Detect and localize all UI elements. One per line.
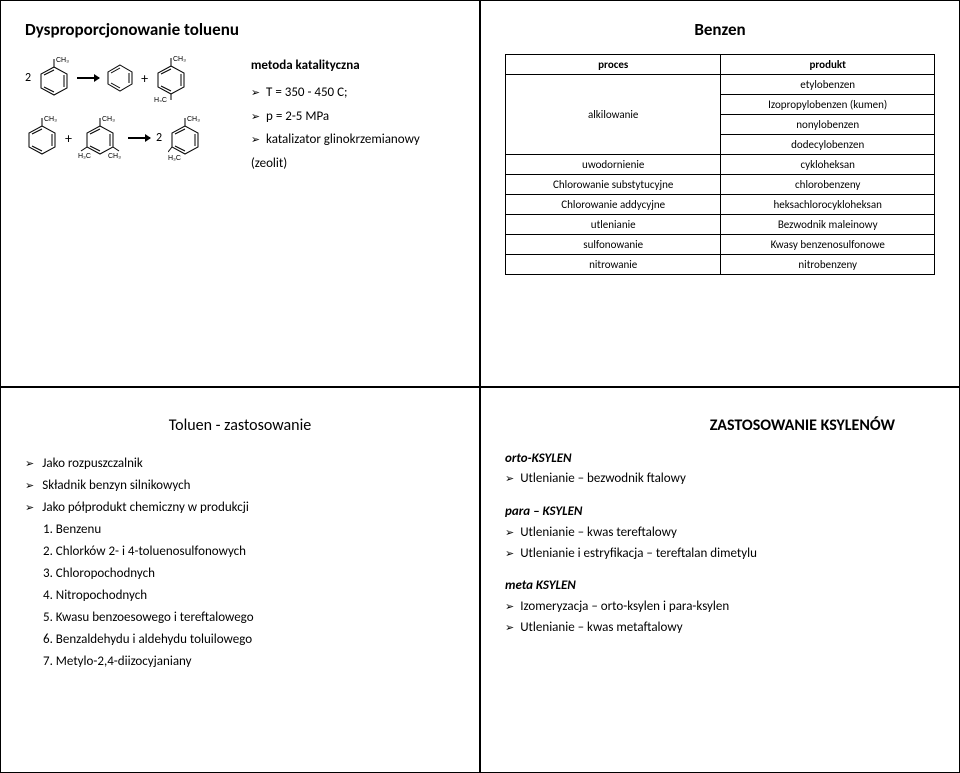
slide-benzene: Benzen proces produkt alkilowanie etylob… [480, 0, 960, 387]
trimethylbenzene-structure: CH₃ H₃C CH₃ [78, 114, 122, 162]
cell-product: Izopropylobenzen (kumen) [721, 95, 935, 115]
cell-process: alkilowanie [506, 75, 721, 155]
slide1-title: Dysproporcjonowanie toluenu [25, 19, 455, 40]
svg-text:CH₃: CH₃ [173, 56, 186, 63]
xylene-structure-2: CH₃ H₃C [168, 114, 202, 162]
table-header-row: proces produkt [506, 55, 935, 75]
list-item: Utlenianie – bezwodnik ftalowy [505, 469, 935, 490]
col-product: produkt [721, 55, 935, 75]
slide-toluene-uses: Toluen - zastosowanie Jako rozpuszczalni… [0, 387, 480, 773]
list-item: 3. Chloropochodnych [43, 563, 455, 585]
plus-sign-2: + [65, 130, 72, 147]
col-process: proces [506, 55, 721, 75]
list-item: 7. Metylo-2,4-diizocyjaniany [43, 651, 455, 673]
cell-product: nitrobenzeny [721, 255, 935, 275]
condition-pressure: p = 2-5 MPa [251, 105, 455, 128]
slide4-title: ZASTOSOWANIE KSYLENÓW [505, 416, 895, 435]
slide3-title: Toluen - zastosowanie [25, 416, 455, 435]
table-row: utlenianie Bezwodnik maleinowy [506, 215, 935, 235]
svg-text:H₃C: H₃C [154, 97, 167, 102]
block-heading: para – KSYLEN [505, 502, 935, 523]
cell-product: cykloheksan [721, 155, 935, 175]
block-heading: orto-KSYLEN [505, 449, 935, 470]
svg-text:CH₃: CH₃ [44, 116, 57, 123]
table-row: alkilowanie etylobenzen [506, 75, 935, 95]
table-row: sulfonowanie Kwasy benzenosulfonowe [506, 235, 935, 255]
reaction-schemes: 2 CH₃ [25, 54, 231, 162]
list-item: 5. Kwasu benzoesowego i tereftalowego [43, 607, 455, 629]
reaction-arrow-2 [128, 137, 150, 139]
condition-temp: T = 350 - 450 C; [251, 81, 455, 104]
list-item: Jako półprodukt chemiczny w produkcji [25, 497, 455, 519]
list-item: Składnik benzyn silnikowych [25, 475, 455, 497]
slide-disproportionation: Dysproporcjonowanie toluenu 2 CH₃ [0, 0, 480, 387]
list-item: 6. Benzaldehydu i aldehydu toluilowego [43, 629, 455, 651]
list-item: Izomeryzacja – orto-ksylen i para-ksylen [505, 597, 935, 618]
slide-xylenes-uses: ZASTOSOWANIE KSYLENÓW orto-KSYLEN Utleni… [480, 387, 960, 773]
cell-product: heksachlorocykloheksan [721, 195, 935, 215]
svg-text:H₃C: H₃C [168, 155, 181, 162]
cell-process: Chlorowanie substytucyjne [506, 175, 721, 195]
plus-sign: + [141, 70, 148, 87]
toluene-structure-2: CH₃ [25, 114, 59, 162]
p-xylene-structure: CH₃ H₃C [154, 54, 188, 102]
cell-process: uwodornienie [506, 155, 721, 175]
list-item: Utlenianie – kwas metaftalowy [505, 618, 935, 639]
reaction-1: 2 CH₃ [25, 54, 231, 102]
svg-text:CH₃: CH₃ [102, 116, 115, 123]
svg-text:CH₃: CH₃ [108, 153, 121, 160]
toluene-structure: CH₃ [37, 57, 71, 99]
list-item: Jako rozpuszczalnik [25, 453, 455, 475]
svg-text:CH₃: CH₃ [187, 116, 200, 123]
block-heading: meta KSYLEN [505, 576, 935, 597]
cell-product: dodecylobenzen [721, 135, 935, 155]
list-item: Utlenianie – kwas tereftalowy [505, 523, 935, 544]
table-row: uwodornienie cykloheksan [506, 155, 935, 175]
reaction-arrow [77, 77, 99, 79]
cell-process: sulfonowanie [506, 235, 721, 255]
toluene-uses-list: Jako rozpuszczalnik Składnik benzyn siln… [25, 453, 455, 674]
coef-2: 2 [25, 71, 31, 85]
cell-product: Bezwodnik maleinowy [721, 215, 935, 235]
table-row: nitrowanie nitrobenzeny [506, 255, 935, 275]
slide2-title: Benzen [505, 19, 935, 40]
cell-product: nonylobenzen [721, 115, 935, 135]
para-xylene-block: para – KSYLEN Utlenianie – kwas tereftal… [505, 502, 935, 564]
cell-process: utlenianie [506, 215, 721, 235]
svg-text:H₃C: H₃C [78, 153, 91, 160]
svg-text:CH₃: CH₃ [56, 57, 69, 64]
conditions-list: metoda katalityczna T = 350 - 450 C; p =… [251, 54, 455, 175]
conditions-heading: metoda katalityczna [251, 54, 455, 77]
benzene-structure [105, 61, 135, 95]
benzene-table: proces produkt alkilowanie etylobenzen I… [505, 54, 935, 275]
table-row: Chlorowanie substytucyjne chlorobenzeny [506, 175, 935, 195]
meta-xylene-block: meta KSYLEN Izomeryzacja – orto-ksylen i… [505, 576, 935, 638]
list-item: Utlenianie i estryfikacja – tereftalan d… [505, 544, 935, 565]
coef-2b: 2 [156, 131, 162, 145]
condition-catalyst: katalizator glinokrzemianowy (zeolit) [251, 128, 455, 175]
cell-product: chlorobenzeny [721, 175, 935, 195]
cell-process: Chlorowanie addycyjne [506, 195, 721, 215]
cell-product: etylobenzen [721, 75, 935, 95]
list-item: 1. Benzenu [43, 519, 455, 541]
reaction-2: CH₃ + CH₃ H₃C [25, 114, 231, 162]
cell-process: nitrowanie [506, 255, 721, 275]
list-item: 4. Nitropochodnych [43, 585, 455, 607]
list-item: 2. Chlorków 2- i 4-toluenosulfonowych [43, 541, 455, 563]
table-row: Chlorowanie addycyjne heksachlorocyklohe… [506, 195, 935, 215]
ortho-xylene-block: orto-KSYLEN Utlenianie – bezwodnik ftalo… [505, 449, 935, 491]
cell-product: Kwasy benzenosulfonowe [721, 235, 935, 255]
